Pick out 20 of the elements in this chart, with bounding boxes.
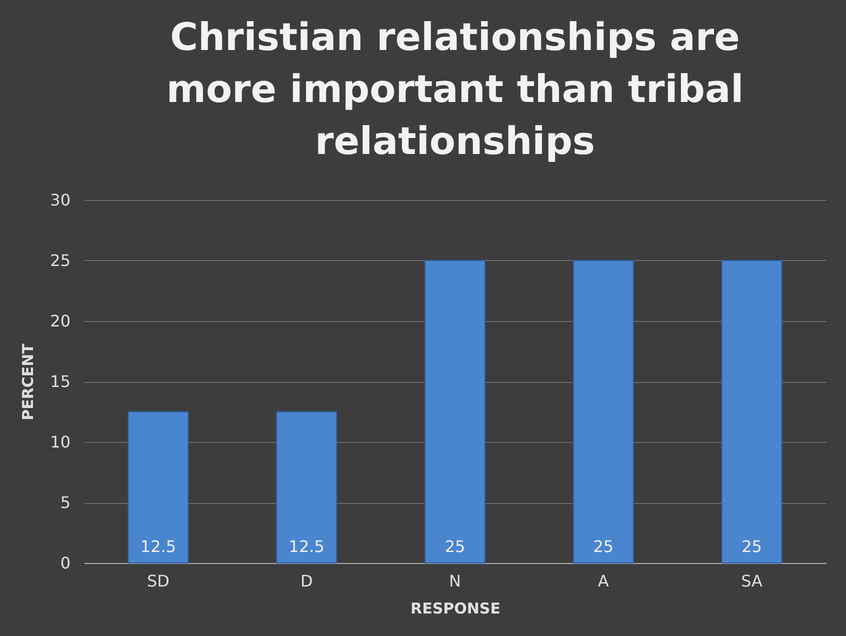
x-tick-label: SA bbox=[741, 572, 763, 590]
y-tick-label: 20 bbox=[50, 312, 70, 330]
y-tick-label: 15 bbox=[50, 372, 70, 391]
y-tick-label: 0 bbox=[60, 554, 70, 572]
y-axis-title: PERCENT bbox=[19, 342, 38, 420]
x-axis-title: RESPONSE bbox=[410, 600, 500, 618]
data-label: 12.5 bbox=[140, 537, 176, 556]
y-tick-label: 30 bbox=[50, 190, 70, 210]
y-tick-label: 25 bbox=[50, 251, 70, 270]
x-tick-label: SD bbox=[146, 572, 170, 590]
chart-title: Christian relationships are more important than tribal relationships bbox=[166, 15, 744, 163]
data-label: 25 bbox=[444, 537, 466, 556]
data-label: 25 bbox=[593, 537, 614, 556]
data-label: 25 bbox=[742, 537, 762, 556]
x-tick-label: D bbox=[300, 572, 313, 590]
x-tick-label: N bbox=[449, 572, 461, 590]
data-label: 12.5 bbox=[288, 537, 324, 556]
x-tick-label: A bbox=[598, 572, 609, 590]
y-tick-label: 10 bbox=[50, 432, 70, 452]
y-tick-label: 5 bbox=[60, 493, 70, 512]
